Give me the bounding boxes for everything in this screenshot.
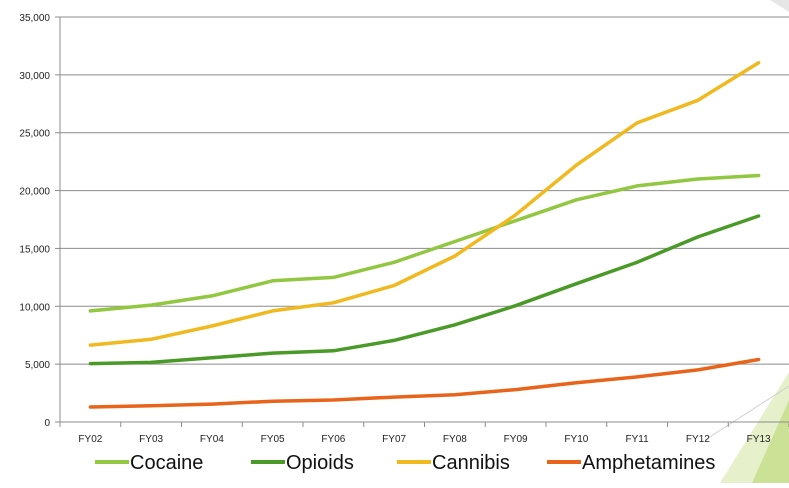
y-tick-label: 25,000 xyxy=(19,129,50,140)
legend-label: Cocaine xyxy=(130,452,203,474)
x-tick-label: FY07 xyxy=(382,434,406,445)
legend-label: Cannibis xyxy=(432,452,510,474)
x-tick-label: FY05 xyxy=(261,434,285,445)
x-tick-label: FY12 xyxy=(686,434,710,445)
series-line-opioids xyxy=(90,216,758,364)
series-line-cannibis xyxy=(90,63,758,345)
series-line-amphetamines xyxy=(90,360,758,408)
legend-item-cannibis: Cannibis xyxy=(397,452,510,474)
corner-decoration xyxy=(705,0,789,483)
y-tick-label: 15,000 xyxy=(19,244,50,255)
series-line-cocaine xyxy=(90,176,758,311)
x-tick-label: FY04 xyxy=(200,434,224,445)
x-tick-label: FY09 xyxy=(504,434,528,445)
y-tick-labels: 0 5,000 10,000 15,000 20,000 25,000 30,000 35,0… xyxy=(19,13,50,429)
y-tick-label: 35,000 xyxy=(19,13,50,24)
x-tick-label: FY08 xyxy=(443,434,467,445)
x-tick-label: FY02 xyxy=(78,434,102,445)
x-tick-label: FY10 xyxy=(564,434,588,445)
axes xyxy=(55,17,789,427)
series-lines xyxy=(90,63,758,407)
gridlines xyxy=(60,17,789,364)
y-tick-label: 0 xyxy=(44,418,50,429)
y-tick-label: 5,000 xyxy=(25,360,50,371)
legend-label: Opioids xyxy=(286,452,354,474)
x-tick-label: FY03 xyxy=(139,434,163,445)
x-tick-label: FY13 xyxy=(747,434,771,445)
y-tick-label: 20,000 xyxy=(19,187,50,198)
legend-item-opioids: Opioids xyxy=(251,452,354,474)
legend-item-amphetamines: Amphetamines xyxy=(547,452,715,474)
legend-label: Amphetamines xyxy=(582,452,715,474)
x-tick-label: FY06 xyxy=(321,434,345,445)
y-tick-label: 30,000 xyxy=(19,71,50,82)
legend-item-cocaine: Cocaine xyxy=(95,452,203,474)
legend: Cocaine Opioids Cannibis Amphetamines xyxy=(95,452,715,474)
x-tick-labels: FY02 FY03 FY04 FY05 FY06 FY07 FY08 FY09 FY10 FY11… xyxy=(78,434,771,445)
y-tick-label: 10,000 xyxy=(19,302,50,313)
x-tick-label: FY11 xyxy=(626,434,650,445)
